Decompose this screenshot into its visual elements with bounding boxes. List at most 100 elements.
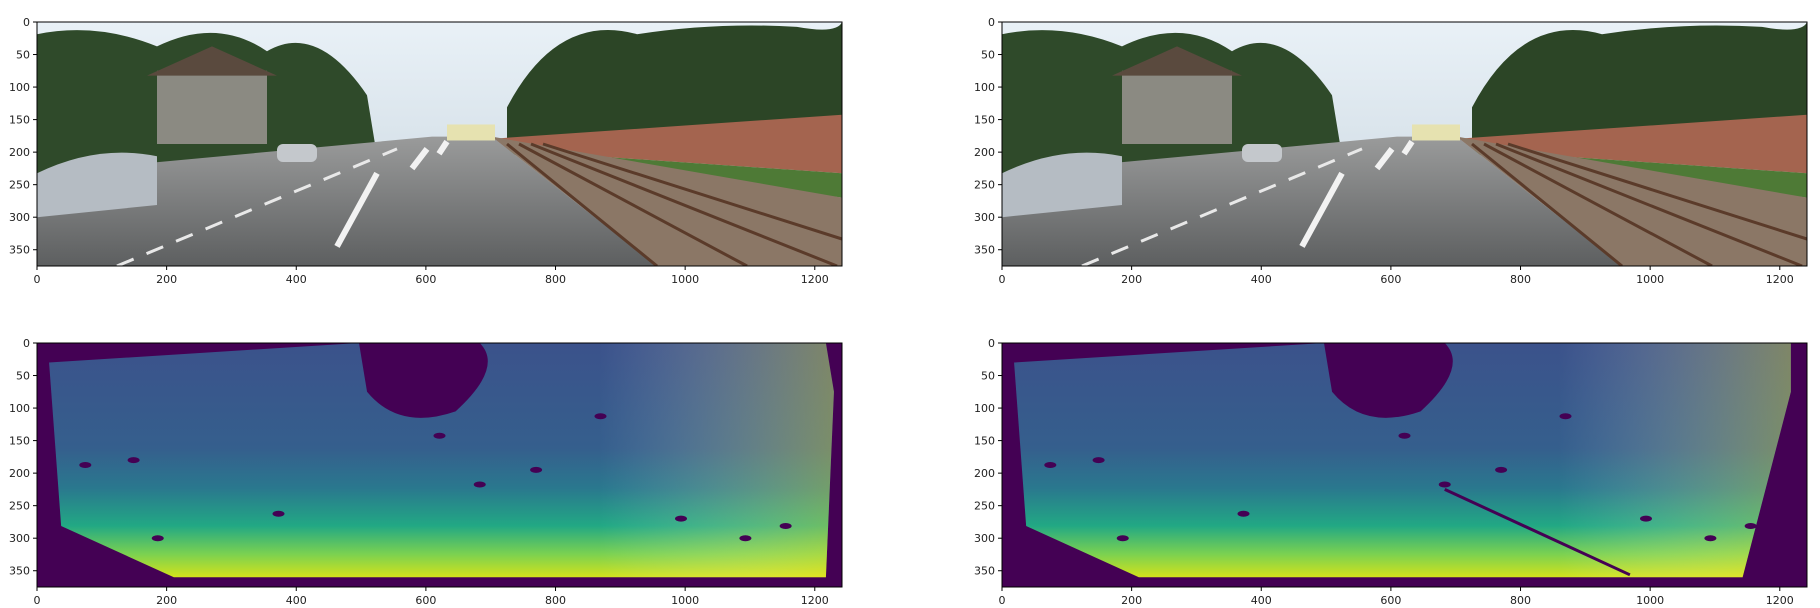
x-tick-label: 200 <box>156 273 177 286</box>
invalid-depth-region <box>1237 510 1250 517</box>
x-tick-label: 1000 <box>671 594 699 607</box>
invalid-depth-region <box>151 535 164 542</box>
x-tick-label: 0 <box>999 273 1006 286</box>
y-tick-label: 100 <box>9 402 30 415</box>
x-tick-label: 600 <box>1380 594 1401 607</box>
brick-wall <box>1452 114 1807 174</box>
lane-marking <box>334 171 380 248</box>
x-tick-label: 400 <box>1251 594 1272 607</box>
invalid-depth-region <box>1438 481 1451 488</box>
panel-bottom-right: 0 200 400 600 800 1000 1200 0 50 100 150 200 250 300 3… <box>974 337 1808 607</box>
x-tick-label: 200 <box>1121 594 1142 607</box>
y-tick-label: 100 <box>9 81 30 94</box>
y-tick-label: 0 <box>988 16 995 29</box>
x-tick-label: 1000 <box>1636 273 1664 286</box>
x-tick-label: 400 <box>1251 273 1272 286</box>
y-tick-label: 300 <box>974 532 995 545</box>
y-tick-label: 150 <box>9 435 30 448</box>
y-tick-label: 150 <box>9 114 30 127</box>
x-tick-label: 1000 <box>671 273 699 286</box>
x-tick-label: 1000 <box>1636 594 1664 607</box>
y-tick-label: 200 <box>974 146 995 159</box>
y-tick-label: 150 <box>974 435 995 448</box>
lane-marking <box>1401 139 1415 156</box>
y-tick-label: 50 <box>981 370 995 383</box>
x-tick-label: 400 <box>286 273 307 286</box>
x-tick-label: 200 <box>1121 273 1142 286</box>
lane-marking <box>409 147 430 171</box>
right-trees <box>1472 22 1807 144</box>
x-tick-label: 800 <box>1510 594 1531 607</box>
invalid-depth-region <box>1116 535 1129 542</box>
invalid-depth-region <box>779 523 792 529</box>
house <box>157 70 267 144</box>
y-tick-label: 200 <box>9 467 30 480</box>
tram <box>1412 124 1460 141</box>
x-tick-label: 800 <box>1510 273 1531 286</box>
y-tick-label: 350 <box>974 244 995 257</box>
x-tick-label: 200 <box>156 594 177 607</box>
invalid-depth-region <box>739 535 752 542</box>
invalid-depth-region <box>1092 457 1105 464</box>
lane-marking <box>1299 171 1345 248</box>
axes-frame <box>1001 21 1808 267</box>
rail <box>518 142 748 266</box>
x-tick-label: 0 <box>34 273 41 286</box>
invalid-depth-region <box>1444 488 1631 577</box>
x-tick-label: 1200 <box>801 594 829 607</box>
invalid-depth-region <box>1324 343 1453 418</box>
y-tick-label: 0 <box>23 16 30 29</box>
car <box>277 144 317 162</box>
rail <box>506 142 658 266</box>
depth-surface-highlight <box>1014 343 1791 578</box>
axes-frame <box>1001 342 1808 588</box>
invalid-depth-region <box>530 466 543 473</box>
car <box>37 152 157 218</box>
y-tick-label: 300 <box>974 211 995 224</box>
invalid-depth-region <box>473 481 486 488</box>
tram <box>447 124 495 141</box>
car <box>1242 144 1282 162</box>
panel-top-right: 0 200 400 600 800 1000 1200 0 50 100 150 200 250 300 3… <box>974 16 1808 286</box>
panel-top-left: 0 200 400 600 800 1000 1200 0 50 100 150 200 250 300 3… <box>9 16 843 286</box>
x-tick-label: 600 <box>415 594 436 607</box>
house-roof <box>147 46 277 76</box>
y-tick-label: 100 <box>974 81 995 94</box>
invalid-depth-region <box>1044 462 1057 468</box>
y-tick-label: 200 <box>9 146 30 159</box>
y-tick-label: 100 <box>974 402 995 415</box>
invalid-depth-region <box>1398 432 1411 439</box>
rail <box>1495 142 1803 266</box>
x-tick-label: 400 <box>286 594 307 607</box>
rgb-street-scene <box>37 22 842 266</box>
y-tick-label: 50 <box>981 49 995 62</box>
invalid-depth-region <box>359 343 488 418</box>
invalid-depth-region <box>127 457 140 464</box>
invalid-depth-region <box>433 432 446 439</box>
lane-marking <box>436 139 450 156</box>
x-tick-label: 1200 <box>1766 273 1794 286</box>
y-tick-label: 350 <box>974 565 995 578</box>
invalid-depth-region <box>1744 523 1757 529</box>
y-tick-label: 150 <box>974 114 995 127</box>
x-tick-label: 1200 <box>801 273 829 286</box>
y-tick-label: 0 <box>23 337 30 350</box>
y-tick-label: 350 <box>9 244 30 257</box>
y-tick-label: 250 <box>9 179 30 192</box>
invalid-depth-region <box>79 462 92 468</box>
depth-map <box>37 343 842 587</box>
y-tick-label: 300 <box>9 211 30 224</box>
rail <box>1471 142 1623 266</box>
y-tick-label: 50 <box>16 370 30 383</box>
invalid-depth-region <box>1704 535 1717 542</box>
axes-frame <box>36 342 843 588</box>
y-tick-label: 250 <box>9 500 30 513</box>
house-roof <box>1112 46 1242 76</box>
depth-map <box>1002 343 1807 587</box>
invalid-depth-region <box>1640 515 1652 522</box>
right-trees <box>507 22 842 144</box>
axes-frame <box>36 21 843 267</box>
panel-bottom-left: 0 200 400 600 800 1000 1200 0 50 100 150 200 250 300 3… <box>9 337 843 607</box>
x-tick-label: 0 <box>34 594 41 607</box>
